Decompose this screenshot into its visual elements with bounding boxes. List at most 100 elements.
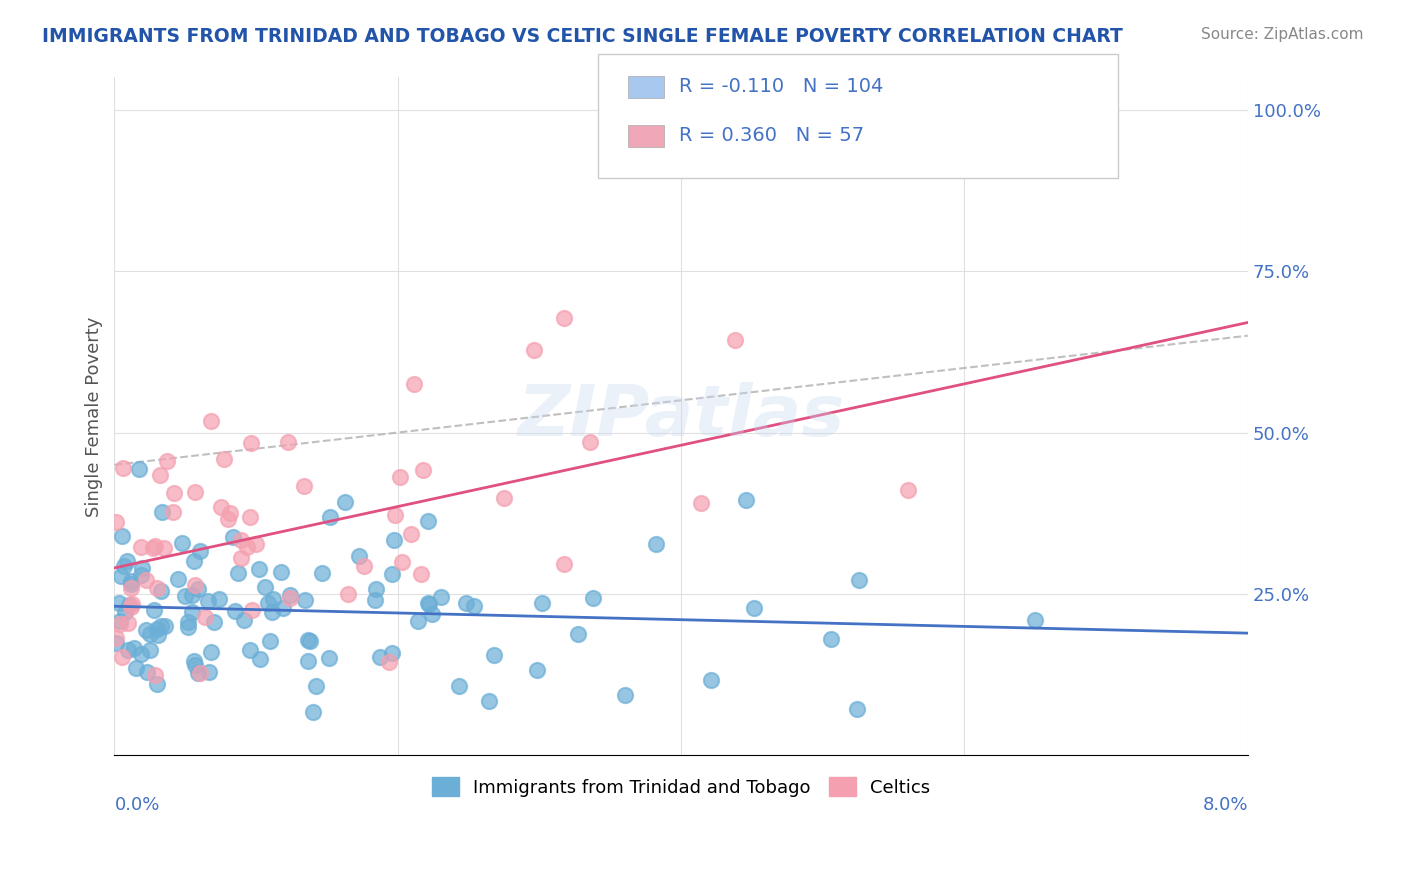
Point — [247, 562, 270, 576]
Point — [447, 679, 470, 693]
Point — [112, 559, 135, 574]
Point — [368, 650, 391, 665]
Point — [122, 641, 145, 656]
Text: IMMIGRANTS FROM TRINIDAD AND TOBAGO VS CELTIC SINGLE FEMALE POVERTY CORRELATION : IMMIGRANTS FROM TRINIDAD AND TOBAGO VS C… — [42, 27, 1123, 45]
Point — [114, 605, 136, 619]
Point — [143, 603, 166, 617]
Point — [430, 590, 453, 604]
Text: R = -0.110   N = 104: R = -0.110 N = 104 — [679, 77, 883, 96]
Point — [187, 582, 209, 596]
Point — [111, 529, 134, 543]
Point — [245, 537, 267, 551]
Point — [224, 604, 246, 618]
Point — [117, 616, 139, 631]
Point — [125, 661, 148, 675]
Point — [553, 310, 575, 325]
Point — [381, 646, 404, 660]
Point — [845, 702, 868, 716]
Point — [194, 610, 217, 624]
Point — [418, 597, 440, 611]
Point — [108, 615, 131, 629]
Point — [271, 600, 294, 615]
Point — [239, 643, 262, 657]
Point — [118, 598, 141, 612]
Point — [399, 527, 422, 541]
Point — [110, 568, 132, 582]
Point — [302, 705, 325, 719]
Point — [188, 543, 211, 558]
Point — [146, 582, 169, 596]
Point — [183, 658, 205, 673]
Point — [150, 584, 173, 599]
Point — [120, 599, 142, 614]
Point — [384, 508, 406, 522]
Point — [690, 495, 713, 509]
Point — [420, 607, 443, 621]
Point — [530, 596, 553, 610]
Point — [149, 618, 172, 632]
Point — [391, 556, 413, 570]
Point — [292, 479, 315, 493]
Legend: Immigrants from Trinidad and Tobago, Celtics: Immigrants from Trinidad and Tobago, Cel… — [425, 770, 938, 804]
Point — [111, 460, 134, 475]
Point — [226, 566, 249, 580]
Point — [280, 591, 302, 605]
Point — [200, 645, 222, 659]
Point — [742, 601, 765, 615]
Point — [104, 631, 127, 645]
Point — [277, 435, 299, 450]
Point — [188, 666, 211, 681]
Point — [184, 578, 207, 592]
Point — [197, 665, 219, 679]
Point — [254, 580, 277, 594]
Point — [723, 334, 745, 348]
Point — [478, 694, 501, 708]
Point — [131, 647, 153, 661]
Point — [381, 566, 404, 581]
Point — [217, 512, 239, 526]
Point — [848, 573, 870, 587]
Point — [318, 651, 340, 665]
Point — [135, 573, 157, 587]
Point — [146, 677, 169, 691]
Point — [270, 566, 292, 580]
Point — [208, 592, 231, 607]
Point — [153, 541, 176, 556]
Point — [388, 470, 411, 484]
Point — [260, 605, 283, 619]
Point — [229, 533, 252, 548]
Point — [146, 628, 169, 642]
Point — [297, 632, 319, 647]
Point — [409, 567, 432, 582]
Point — [111, 650, 134, 665]
Point — [222, 530, 245, 544]
Point — [170, 535, 193, 549]
Point — [699, 673, 721, 687]
Point — [240, 603, 263, 617]
Point — [416, 596, 439, 610]
Point — [129, 567, 152, 582]
Point — [135, 623, 157, 637]
Text: 0.0%: 0.0% — [114, 796, 160, 814]
Point — [1024, 613, 1046, 627]
Point — [120, 576, 142, 591]
Point — [319, 509, 342, 524]
Point — [645, 537, 668, 551]
Point — [526, 663, 548, 677]
Point — [482, 648, 505, 662]
Point — [167, 573, 190, 587]
Text: 8.0%: 8.0% — [1202, 796, 1249, 814]
Point — [402, 376, 425, 391]
Point — [232, 613, 254, 627]
Point — [463, 599, 485, 614]
Point — [364, 593, 387, 607]
Point — [416, 514, 439, 528]
Point — [735, 492, 758, 507]
Point — [108, 617, 131, 632]
Point — [335, 495, 357, 509]
Point — [897, 483, 920, 498]
Point — [162, 505, 184, 519]
Point — [262, 591, 284, 606]
Point — [382, 533, 405, 547]
Point — [143, 539, 166, 553]
